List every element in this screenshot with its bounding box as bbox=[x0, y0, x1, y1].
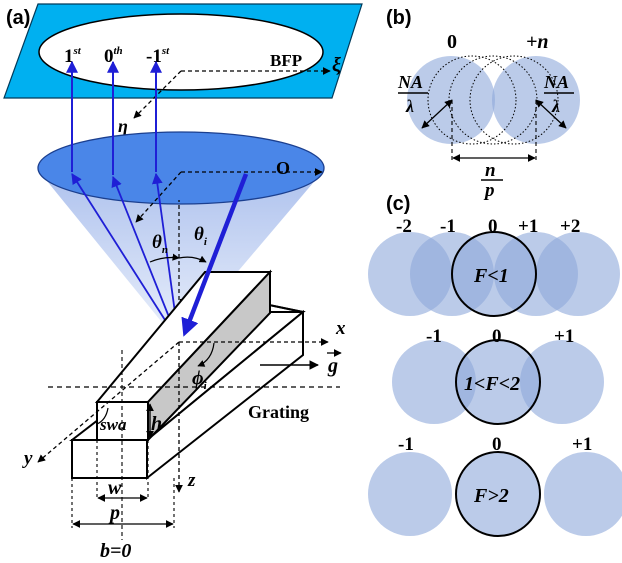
pupil-row3-minus-1 bbox=[368, 452, 452, 536]
objective-lens bbox=[37, 131, 325, 205]
order-zero-label: 0th bbox=[104, 45, 123, 67]
row2-condition: 1<F<2 bbox=[464, 373, 520, 395]
panel-c-label: (c) bbox=[386, 193, 410, 215]
row2-order-minus-1: -1 bbox=[426, 326, 442, 347]
eta-label: η bbox=[118, 116, 128, 136]
pupil-row3-plus-1 bbox=[544, 452, 622, 536]
row2-order-plus-1: +1 bbox=[554, 326, 574, 347]
row-f-between-1-2: -1 0 +1 1<F<2 bbox=[392, 326, 604, 425]
objective-label: O bbox=[276, 158, 290, 178]
y-axis-line bbox=[37, 341, 180, 463]
na-numerator-right: NA bbox=[543, 72, 569, 92]
na-radius-right bbox=[535, 99, 567, 129]
x-axis-label: x bbox=[335, 318, 346, 339]
ray-zero bbox=[111, 175, 180, 343]
order-zero-b: 0 bbox=[447, 31, 457, 53]
phi-arc bbox=[197, 342, 215, 367]
theta-i-arc bbox=[178, 255, 207, 263]
row3-order-minus-1: -1 bbox=[398, 434, 414, 455]
row-f-gt-2: -1 0 +1 F>2 bbox=[368, 434, 622, 537]
g-vector-label: g bbox=[327, 355, 338, 377]
shift-denominator: p bbox=[483, 180, 495, 201]
pupil-row2-zero bbox=[455, 339, 541, 425]
row-f-lt-1: -2 -1 0 +1 +2 F<1 bbox=[368, 216, 620, 317]
pupil-row1-plus-2 bbox=[536, 232, 620, 316]
pupil-row3-zero bbox=[455, 451, 541, 537]
row1-order-zero: 0 bbox=[488, 216, 498, 237]
theta-i-label: θi bbox=[194, 224, 208, 248]
pupil-row2-minus-1 bbox=[392, 340, 476, 424]
y-axis-label: y bbox=[22, 448, 33, 469]
ray-first bbox=[71, 173, 180, 343]
row3-condition: F>2 bbox=[473, 485, 509, 507]
p-label: p bbox=[108, 502, 120, 524]
na-numerator-left: NA bbox=[397, 72, 423, 92]
swa-label: swa bbox=[99, 415, 127, 434]
row3-order-zero: 0 bbox=[492, 434, 502, 455]
panel-b-label: (b) bbox=[386, 7, 412, 29]
z-axis-label: z bbox=[187, 470, 196, 491]
xi-label: ξ bbox=[332, 54, 341, 76]
collection-cone bbox=[38, 170, 324, 342]
grating-base-front bbox=[71, 439, 148, 479]
grating-label: Grating bbox=[248, 402, 309, 422]
row2-order-zero: 0 bbox=[492, 326, 502, 347]
row1-order-minus-2: -2 bbox=[396, 216, 412, 237]
bfp-label: BFP bbox=[270, 51, 302, 70]
row1-order-minus-1: -1 bbox=[440, 216, 456, 237]
lens-eta-axis bbox=[135, 171, 182, 223]
row1-order-plus-1: +1 bbox=[518, 216, 538, 237]
w-label: w bbox=[108, 477, 122, 499]
row1-condition: F<1 bbox=[473, 265, 509, 287]
pupil-row1-zero bbox=[451, 231, 537, 317]
na-denominator-left: λ bbox=[405, 96, 414, 116]
phi-label: ϕi bbox=[192, 367, 208, 392]
incident-beam bbox=[181, 173, 249, 337]
swa-arc bbox=[96, 407, 109, 425]
shift-numerator: n bbox=[485, 160, 496, 181]
h-label: h bbox=[151, 413, 162, 435]
panel-a-label: (a) bbox=[6, 7, 30, 29]
theta-n-arc bbox=[149, 253, 180, 263]
order-plus-n-b: +n bbox=[526, 31, 549, 53]
theta-n-label: θn bbox=[152, 232, 168, 256]
pupil-circle-dotted-1 bbox=[427, 55, 517, 145]
pupil-row2-plus-1 bbox=[520, 340, 604, 424]
na-denominator-right: λ bbox=[551, 96, 560, 116]
b-equals-zero-label: b=0 bbox=[100, 540, 131, 562]
row3-order-plus-1: +1 bbox=[572, 434, 592, 455]
na-radius-left bbox=[421, 99, 453, 129]
row1-order-plus-2: +2 bbox=[560, 216, 580, 237]
pupil-circle-zero bbox=[407, 56, 495, 144]
order-first-label: 1st bbox=[64, 45, 82, 67]
